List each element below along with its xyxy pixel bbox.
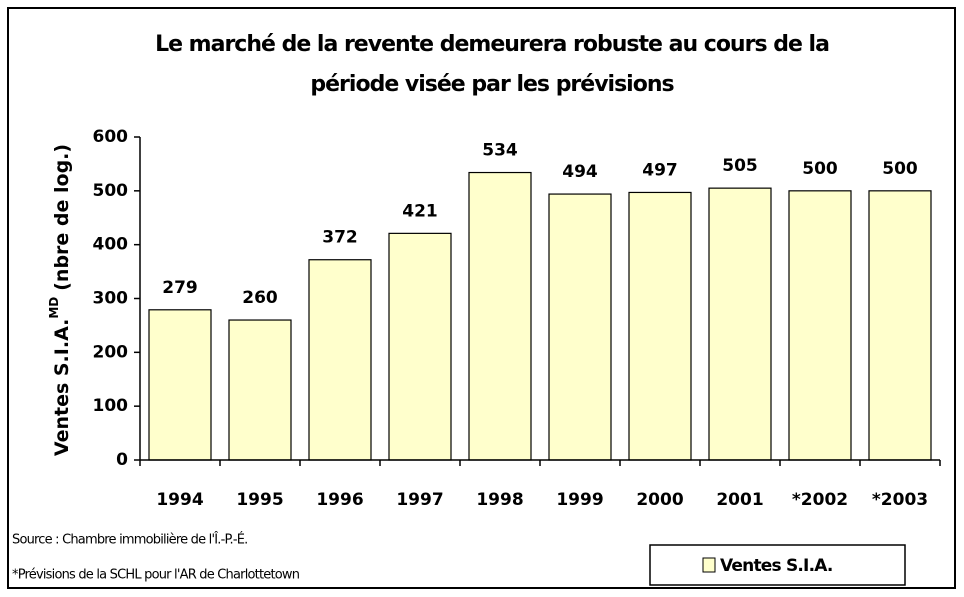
x-tick-label: *2002 <box>792 490 848 510</box>
data-label: 372 <box>322 228 358 248</box>
chart-title: période visée par les prévisions <box>310 72 674 97</box>
chart-title: Le marché de la revente demeurera robust… <box>155 32 829 57</box>
y-tick-label: 400 <box>93 235 129 255</box>
x-tick-label: 1998 <box>476 490 523 510</box>
y-label-text: Ventes S.I.A. <box>51 319 73 456</box>
x-tick-label: 1994 <box>156 490 203 510</box>
x-tick-label: 1997 <box>396 490 443 510</box>
data-label: 500 <box>802 159 838 179</box>
legend-box <box>649 544 906 586</box>
bar <box>788 190 852 461</box>
data-label: 279 <box>162 278 198 298</box>
x-tick-label: 1999 <box>556 490 603 510</box>
y-tick-label: 300 <box>93 289 129 309</box>
y-tick-label: 200 <box>93 342 129 362</box>
x-tick-label: 2001 <box>716 490 763 510</box>
x-tick-label: 1995 <box>236 490 283 510</box>
y-tick-label: 600 <box>93 127 129 147</box>
bar <box>468 171 532 461</box>
bar <box>708 187 772 461</box>
data-label: 497 <box>642 160 678 180</box>
data-label: 534 <box>482 141 518 161</box>
y-tick-label: 0 <box>116 450 128 470</box>
bar <box>548 193 612 461</box>
x-tick-label: 2000 <box>636 490 683 510</box>
data-label: 505 <box>722 156 758 176</box>
bar <box>148 309 212 461</box>
legend-label: Ventes S.I.A. <box>720 556 833 576</box>
y-axis-label: Ventes S.I.A.MD (nbre de log.) <box>47 144 73 456</box>
data-label: 494 <box>562 162 598 182</box>
bar <box>228 319 292 461</box>
y-tick-label: 100 <box>93 396 129 416</box>
bar <box>388 232 452 461</box>
data-label: 260 <box>242 288 278 308</box>
y-tick-label: 500 <box>93 181 129 201</box>
x-tick-label: *2003 <box>872 490 928 510</box>
x-tick-label: 1996 <box>316 490 363 510</box>
bar <box>308 259 372 461</box>
data-label: 421 <box>402 201 438 221</box>
y-label-suffix: (nbre de log.) <box>51 144 73 291</box>
y-label-sup: MD <box>47 297 61 319</box>
bar <box>868 190 932 461</box>
source-note: Source : Chambre immobilière de l'Î.-P.-… <box>12 532 247 548</box>
data-label: 500 <box>882 159 918 179</box>
legend-swatch <box>702 557 716 573</box>
bar <box>628 191 692 461</box>
forecast-note: *Prévisions de la SCHL pour l'AR de Char… <box>12 568 300 583</box>
